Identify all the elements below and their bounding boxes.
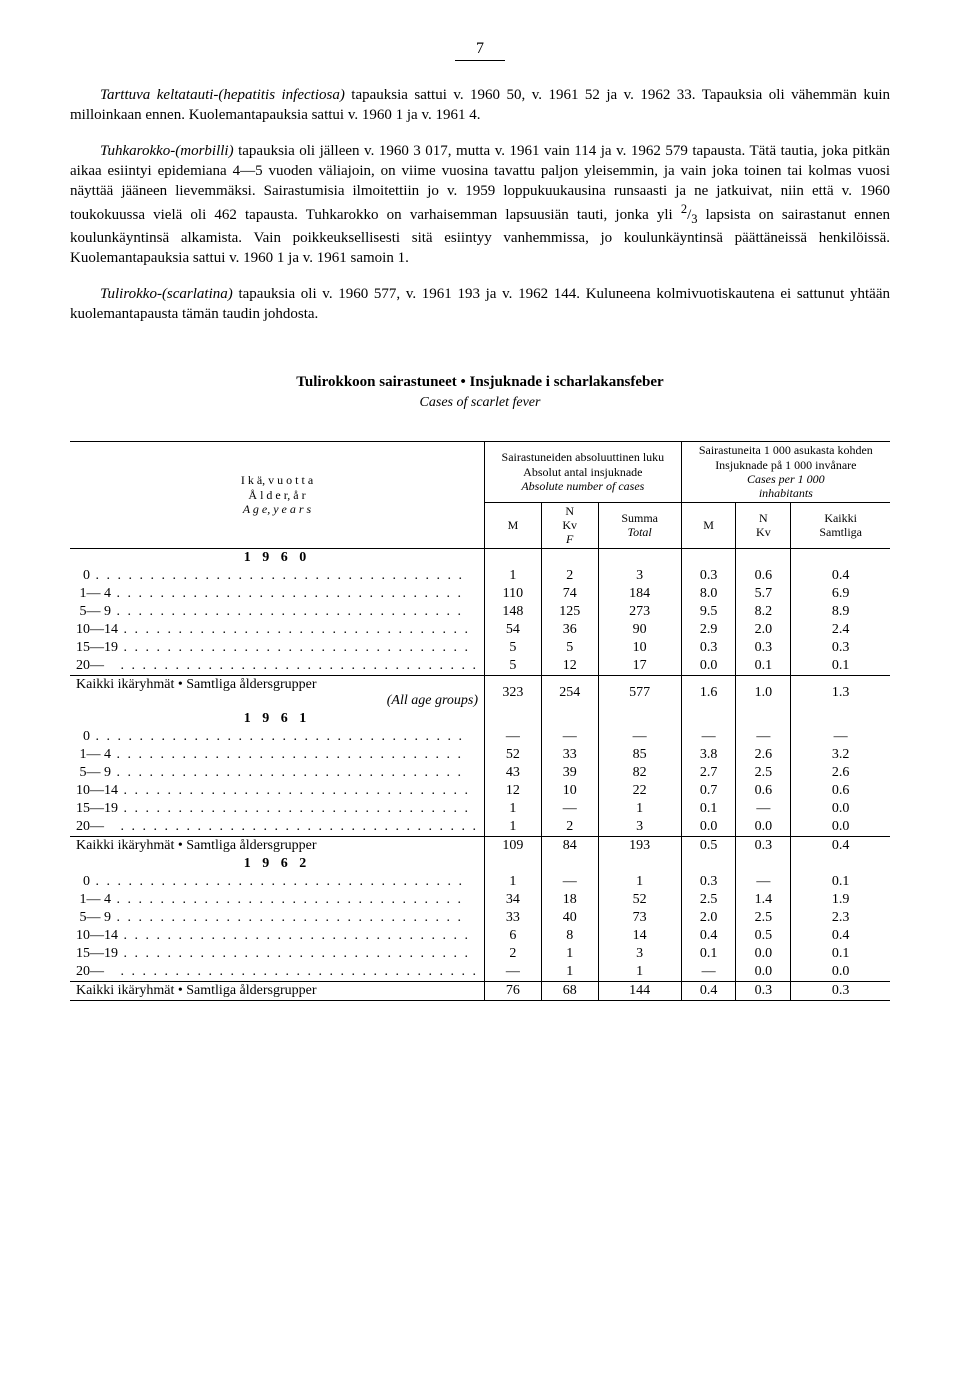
- hdr-M: M: [485, 502, 542, 548]
- table-row: 5— 9 . . . . . . . . . . . . . . . . . .…: [70, 603, 890, 621]
- table-row: 0 . . . . . . . . . . . . . . . . . . . …: [70, 567, 890, 585]
- scarlet-fever-table: I k ä, v u o t t a Å l d e r, å r A g e,…: [70, 441, 890, 1001]
- table-row: 0 . . . . . . . . . . . . . . . . . . . …: [70, 728, 890, 746]
- hdr-rN: N Kv: [736, 502, 791, 548]
- table-row: 5— 9 . . . . . . . . . . . . . . . . . .…: [70, 764, 890, 782]
- paragraph-hepatitis: Tarttuva keltatauti-(hepatitis infectios…: [70, 85, 890, 126]
- paragraph-scarlatina: Tulirokko-(scarlatina) tapauksia oli v. …: [70, 284, 890, 325]
- table-row-total: Kaikki ikäryhmät • Samtliga åldersgruppe…: [70, 981, 890, 1000]
- table-row: 0 . . . . . . . . . . . . . . . . . . . …: [70, 873, 890, 891]
- table-heading: Tulirokkoon sairastuneet • Insjuknade i …: [70, 374, 890, 391]
- year-1961: 1 9 6 1: [70, 710, 485, 728]
- hdr-rate: Sairastuneita 1 000 asukasta kohden Insj…: [681, 442, 890, 503]
- table-row: 20— . . . . . . . . . . . . . . . . . . …: [70, 963, 890, 982]
- table-row: 20— . . . . . . . . . . . . . . . . . . …: [70, 657, 890, 676]
- table-row: 15—19 . . . . . . . . . . . . . . . . . …: [70, 639, 890, 657]
- table-row: 1— 4 . . . . . . . . . . . . . . . . . .…: [70, 746, 890, 764]
- table-row-total: Kaikki ikäryhmät • Samtliga åldersgruppe…: [70, 836, 890, 855]
- table-row: 1— 4 . . . . . . . . . . . . . . . . . .…: [70, 585, 890, 603]
- table-row: 15—19 . . . . . . . . . . . . . . . . . …: [70, 800, 890, 818]
- table-row: 10—14 . . . . . . . . . . . . . . . . . …: [70, 621, 890, 639]
- document-page: 7 Tarttuva keltatauti-(hepatitis infecti…: [0, 0, 960, 1391]
- hdr-N: N Kv F: [541, 502, 598, 548]
- table-subheading: Cases of scarlet fever: [70, 395, 890, 411]
- page-number: 7: [455, 40, 505, 61]
- table-row: 1— 4 . . . . . . . . . . . . . . . . . .…: [70, 891, 890, 909]
- hdr-Summa: Summa Total: [598, 502, 681, 548]
- table-row: 5— 9 . . . . . . . . . . . . . . . . . .…: [70, 909, 890, 927]
- paragraph-morbilli: Tuhkarokko-(morbilli) tapauksia oli jäll…: [70, 141, 890, 269]
- year-1962: 1 9 6 2: [70, 855, 485, 873]
- hdr-absolute: Sairastuneiden absoluuttinen luku Absolu…: [485, 442, 682, 503]
- year-1960: 1 9 6 0: [70, 548, 485, 567]
- table-row: 20— . . . . . . . . . . . . . . . . . . …: [70, 818, 890, 837]
- table-row: 15—19 . . . . . . . . . . . . . . . . . …: [70, 945, 890, 963]
- hdr-rK: Kaikki Samtliga: [791, 502, 890, 548]
- hdr-age: I k ä, v u o t t a Å l d e r, å r A g e,…: [70, 442, 485, 549]
- hdr-rM: M: [681, 502, 736, 548]
- table-row: 10—14 . . . . . . . . . . . . . . . . . …: [70, 927, 890, 945]
- table-row: 10—14 . . . . . . . . . . . . . . . . . …: [70, 782, 890, 800]
- table-row-total: Kaikki ikäryhmät • Samtliga åldersgruppe…: [70, 675, 890, 710]
